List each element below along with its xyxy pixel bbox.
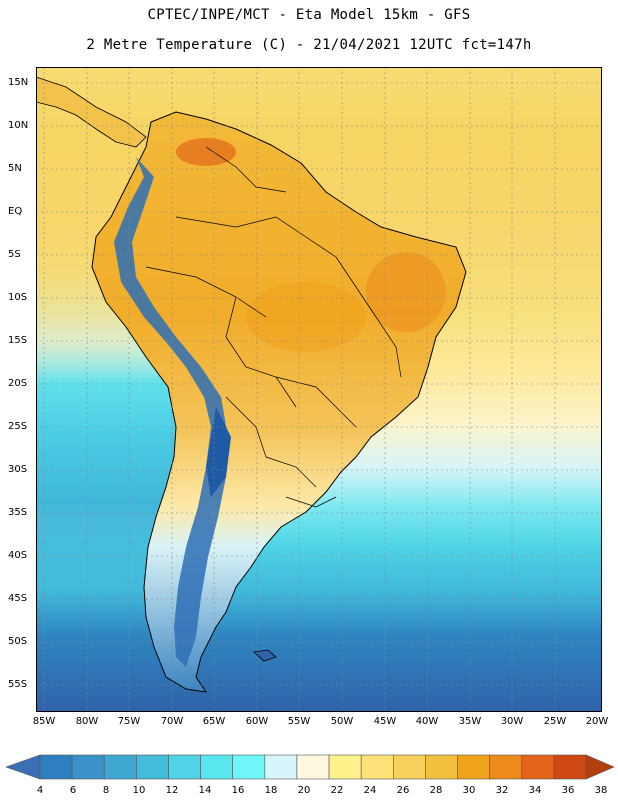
lon-label: 35W xyxy=(458,716,482,727)
lat-label: 15N xyxy=(8,77,29,88)
map-border xyxy=(36,67,602,712)
lon-label: 25W xyxy=(543,716,567,727)
colorbar-label: 14 xyxy=(198,785,212,796)
lat-label: 35S xyxy=(8,507,28,518)
altiplano-cold xyxy=(206,407,231,497)
lon-label: 45W xyxy=(373,716,397,727)
lat-label: 10N xyxy=(8,120,29,131)
lat-label: 15S xyxy=(8,335,28,346)
hotspot-central-brazil xyxy=(246,282,366,352)
lon-label: 80W xyxy=(75,716,99,727)
colorbar-label: 36 xyxy=(561,785,575,796)
lon-label: 65W xyxy=(202,716,226,727)
lon-label: 85W xyxy=(32,716,56,727)
hotspot-venezuela xyxy=(176,138,236,166)
hotspot-northeast-brazil xyxy=(366,252,446,332)
colorbar-label: 16 xyxy=(231,785,245,796)
colorbar-swatch xyxy=(71,754,105,780)
temperature-map xyxy=(36,67,602,712)
lat-label: 30S xyxy=(8,464,28,475)
colorbar-label: 28 xyxy=(429,785,443,796)
colorbar-label: 26 xyxy=(396,785,410,796)
lat-label: 25S xyxy=(8,421,28,432)
map-subtitle: 2 Metre Temperature (C) - 21/04/2021 12U… xyxy=(86,37,532,53)
lon-label: 30W xyxy=(500,716,524,727)
lat-label: 5N xyxy=(8,163,22,174)
colorbar-swatch xyxy=(200,754,234,780)
lon-label: 20W xyxy=(585,716,609,727)
lat-label: 55S xyxy=(8,679,28,690)
lat-label: 50S xyxy=(8,636,28,647)
colorbar-swatch xyxy=(328,754,362,780)
lat-label: 5S xyxy=(8,249,21,260)
colorbar-swatch xyxy=(553,754,587,780)
colorbar-label: 4 xyxy=(36,785,44,796)
colorbar-label: 30 xyxy=(462,785,476,796)
colorbar-arrow-right xyxy=(585,754,615,780)
map-title: CPTEC/INPE/MCT - Eta Model 15km - GFS xyxy=(147,7,471,23)
lat-label: 20S xyxy=(8,378,28,389)
falkland-islands xyxy=(253,649,277,662)
colorbar-label: 8 xyxy=(102,785,110,796)
colorbar-label: 24 xyxy=(363,785,377,796)
colorbar-label: 6 xyxy=(69,785,77,796)
south-america-landmass xyxy=(91,111,467,693)
colorbar-label: 32 xyxy=(495,785,509,796)
colorbar-swatch xyxy=(264,754,298,780)
colorbar-label: 18 xyxy=(264,785,278,796)
map-grid xyxy=(36,67,602,712)
lat-label: 40S xyxy=(8,550,28,561)
country-borders xyxy=(145,146,402,508)
lon-label: 60W xyxy=(245,716,269,727)
map-svg xyxy=(36,67,602,712)
colorbar-label: 22 xyxy=(330,785,344,796)
lon-label: 75W xyxy=(117,716,141,727)
colorbar-swatch xyxy=(296,754,330,780)
lat-label: 45S xyxy=(8,593,28,604)
andes-cold-ridge xyxy=(114,157,228,667)
colorbar-swatch xyxy=(232,754,266,780)
colorbar xyxy=(5,754,615,780)
lon-label: 55W xyxy=(287,716,311,727)
colorbar-swatch xyxy=(103,754,137,780)
colorbar-label: 34 xyxy=(528,785,542,796)
central-america xyxy=(36,76,147,148)
lat-label: EQ xyxy=(8,206,23,217)
colorbar-swatch xyxy=(392,754,426,780)
colorbar-label: 20 xyxy=(297,785,311,796)
lon-label: 70W xyxy=(160,716,184,727)
colorbar-swatch xyxy=(360,754,394,780)
colorbar-label: 38 xyxy=(594,785,608,796)
lon-label: 40W xyxy=(415,716,439,727)
colorbar-swatch xyxy=(457,754,490,780)
colorbar-arrow-left xyxy=(5,754,41,780)
colorbar-swatch xyxy=(521,754,555,780)
colorbar-swatch xyxy=(489,754,523,780)
colorbar-swatch xyxy=(39,754,73,780)
colorbar-swatch xyxy=(425,754,458,780)
colorbar-swatch xyxy=(136,754,169,780)
colorbar-label: 10 xyxy=(132,785,146,796)
colorbar-swatch xyxy=(168,754,201,780)
lat-label: 10S xyxy=(8,292,28,303)
colorbar-label: 12 xyxy=(165,785,179,796)
colorbar-swatches xyxy=(5,754,615,780)
lon-label: 50W xyxy=(330,716,354,727)
